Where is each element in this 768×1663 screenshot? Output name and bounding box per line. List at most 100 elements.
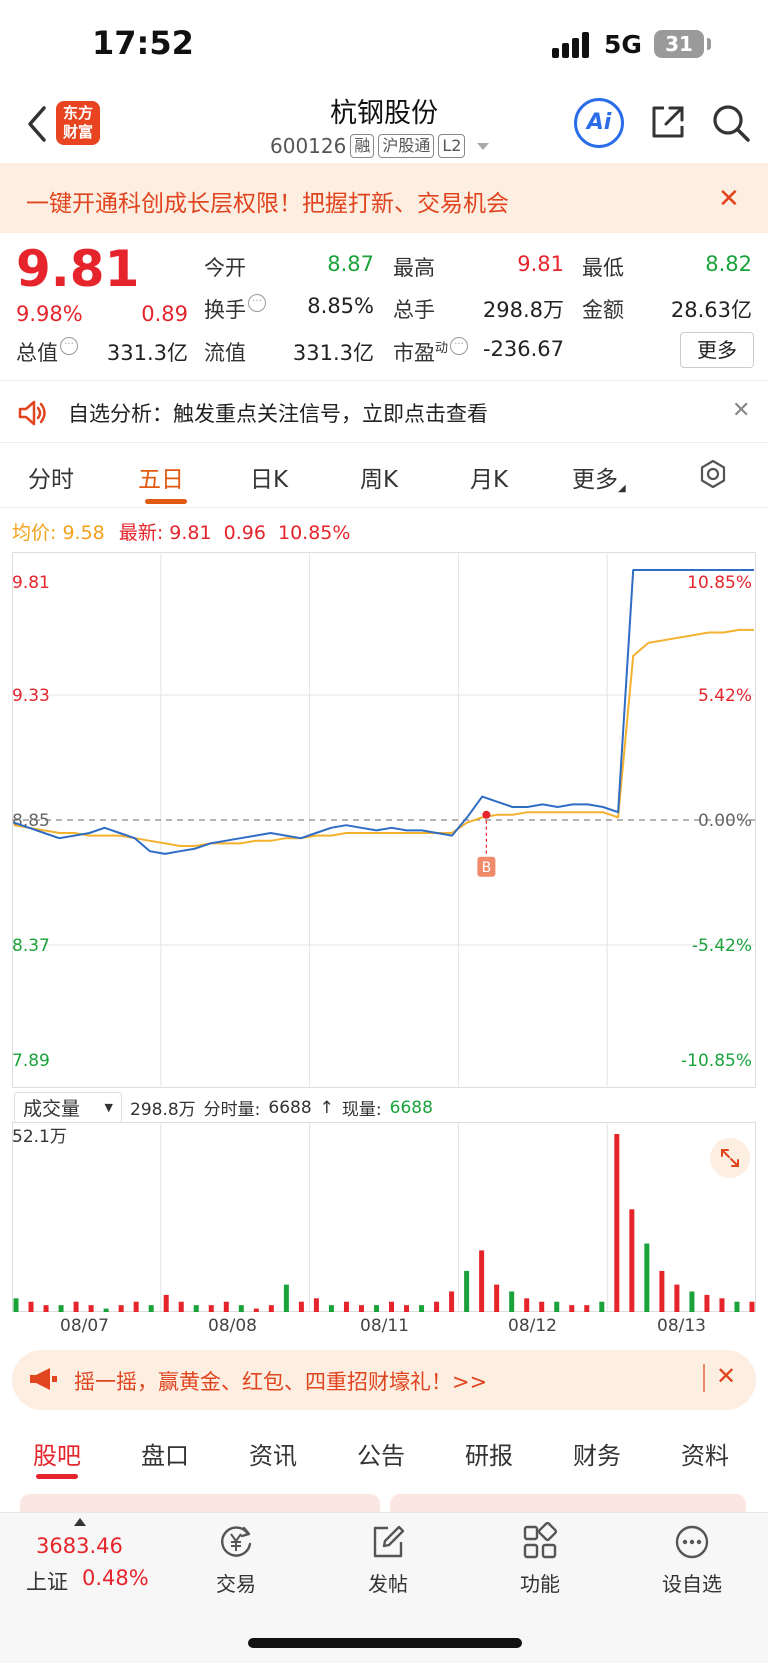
index-value[interactable]: 3683.46 — [36, 1534, 123, 1558]
volume-bar — [539, 1301, 545, 1312]
tab-profile[interactable]: 资料 — [681, 1442, 729, 1470]
lottery-text[interactable]: 摇一摇，赢黄金、红包、四重招财壕礼！>> — [74, 1370, 488, 1394]
gear-icon[interactable] — [697, 458, 729, 490]
volume-bar — [13, 1298, 19, 1312]
latest-label: 最新: — [118, 522, 164, 544]
share-icon[interactable] — [648, 102, 688, 142]
stock-code-row[interactable]: 600126 融 沪股通 L2 — [270, 134, 490, 158]
volume-bar — [479, 1250, 485, 1312]
tab-indicator — [36, 1474, 78, 1479]
volume-bar — [28, 1301, 34, 1312]
volume-bar — [569, 1305, 575, 1312]
volume-frame — [12, 1122, 756, 1312]
volume-bar — [599, 1301, 605, 1312]
info-icon[interactable]: ··· — [248, 294, 266, 312]
volume-bar — [313, 1298, 319, 1312]
label-turnover: 换手 ··· — [204, 294, 266, 324]
lottery-banner[interactable] — [12, 1350, 756, 1410]
close-icon[interactable]: ✕ — [716, 1362, 737, 1390]
stock-code: 600126 — [270, 134, 347, 158]
volume-bar — [283, 1284, 289, 1312]
volume-bar — [644, 1243, 650, 1312]
tab-five-day[interactable]: 五日 — [138, 467, 184, 493]
index-pct[interactable]: 0.48% — [82, 1566, 149, 1590]
tag-l2: L2 — [438, 134, 466, 158]
index-name[interactable]: 上证 — [26, 1570, 68, 1594]
tab-announcements[interactable]: 公告 — [357, 1442, 405, 1470]
chevron-down-icon: ▼ — [104, 1101, 113, 1114]
date-label: 08/11 — [360, 1316, 409, 1336]
five-day-chart[interactable]: 9.81 10.85%9.33 5.42%8.85 0.00%8.37 -5.42%7.… — [12, 552, 756, 1088]
volume-bar — [404, 1305, 410, 1312]
caret-up-icon — [74, 1518, 86, 1526]
volume-bar — [449, 1291, 455, 1312]
volume-bar — [148, 1305, 154, 1312]
volume-bar — [73, 1301, 79, 1312]
tab-orderbook[interactable]: 盘口 — [141, 1442, 189, 1470]
nav-post[interactable]: 发帖 — [328, 1522, 448, 1597]
volume-selector[interactable]: 成交量 ▼ — [14, 1092, 122, 1123]
volume-bar — [328, 1305, 334, 1312]
volume-bar — [434, 1301, 440, 1312]
volume-bar — [629, 1209, 635, 1312]
back-icon[interactable] — [22, 102, 62, 146]
tab-daily-k[interactable]: 日K — [250, 467, 289, 493]
tab-finance[interactable]: 财务 — [573, 1442, 621, 1470]
volume-max-label: 52.1万 — [12, 1127, 67, 1147]
label-float-cap: 流值 — [204, 341, 246, 365]
change-pct: 9.98% — [16, 302, 83, 326]
search-icon[interactable] — [710, 102, 752, 144]
info-icon[interactable]: ··· — [450, 337, 469, 355]
tab-more[interactable]: 更多◢ — [572, 460, 626, 494]
volume-chart[interactable]: 52.1万 — [12, 1122, 756, 1312]
buy-marker-dot — [482, 810, 491, 819]
speaker-icon — [18, 400, 46, 426]
bottom-nav — [0, 1512, 768, 1663]
more-button[interactable]: 更多 — [680, 332, 754, 368]
value-total-cap: 331.3亿 — [106, 341, 188, 365]
tab-news[interactable]: 资讯 — [249, 1442, 297, 1470]
volume-bar — [88, 1305, 94, 1312]
volume-bar — [524, 1298, 530, 1312]
ai-button[interactable]: Ai — [574, 98, 624, 148]
value-open: 8.87 — [327, 252, 374, 276]
volume-selector-label: 成交量 — [23, 1098, 81, 1120]
up-arrow-icon: ↑ — [319, 1097, 334, 1118]
label-total-cap-text: 总值 — [16, 341, 58, 365]
promo-banner[interactable] — [0, 163, 768, 233]
nav-add-watchlist[interactable]: 设自选 — [632, 1522, 752, 1597]
tab-weekly-k[interactable]: 周K — [360, 467, 399, 493]
info-icon[interactable]: ··· — [60, 337, 78, 355]
yuan-refresh-icon — [221, 1526, 252, 1557]
volume-bar — [373, 1305, 379, 1312]
card-peek — [20, 1494, 380, 1514]
tab-intraday[interactable]: 分时 — [28, 467, 74, 493]
promo-text[interactable]: 一键开通科创成长层权限！把握打新、交易机会 — [26, 191, 509, 217]
tab-research[interactable]: 研报 — [465, 1442, 513, 1470]
volume-header: 成交量 ▼ 298.8万 分时量: 6688 ↑ 现量: 6688 — [14, 1092, 433, 1123]
label-open: 今开 — [204, 256, 246, 280]
nav-trade[interactable]: 交易 — [176, 1522, 296, 1597]
close-icon[interactable]: ✕ — [732, 398, 751, 423]
date-label: 08/12 — [508, 1316, 557, 1336]
date-label: 08/13 — [657, 1316, 706, 1336]
volume-bar — [389, 1301, 395, 1312]
label-turnover-text: 换手 — [204, 298, 246, 322]
notice-text[interactable]: 自选分析：触发重点关注信号，立即点击查看 — [68, 402, 488, 426]
nav-post-label: 发帖 — [368, 1572, 408, 1596]
nav-functions[interactable]: 功能 — [480, 1522, 600, 1597]
tab-monthly-k[interactable]: 月K — [470, 467, 509, 493]
expand-icon[interactable] — [710, 1138, 750, 1178]
close-icon[interactable]: ✕ — [718, 184, 740, 214]
stock-name[interactable]: 杭钢股份 — [330, 98, 438, 129]
volume-bar — [193, 1305, 199, 1312]
y-tick-right: -5.42% — [692, 936, 752, 956]
volume-bar — [689, 1291, 695, 1312]
nav-add-watchlist-label: 设自选 — [662, 1572, 722, 1596]
volume-bar — [43, 1305, 49, 1312]
separator — [703, 1364, 705, 1392]
y-tick-left: 9.33 — [12, 686, 50, 706]
label-low: 最低 — [582, 256, 624, 280]
tab-forum[interactable]: 股吧 — [33, 1442, 81, 1470]
megaphone-icon — [30, 1368, 57, 1390]
